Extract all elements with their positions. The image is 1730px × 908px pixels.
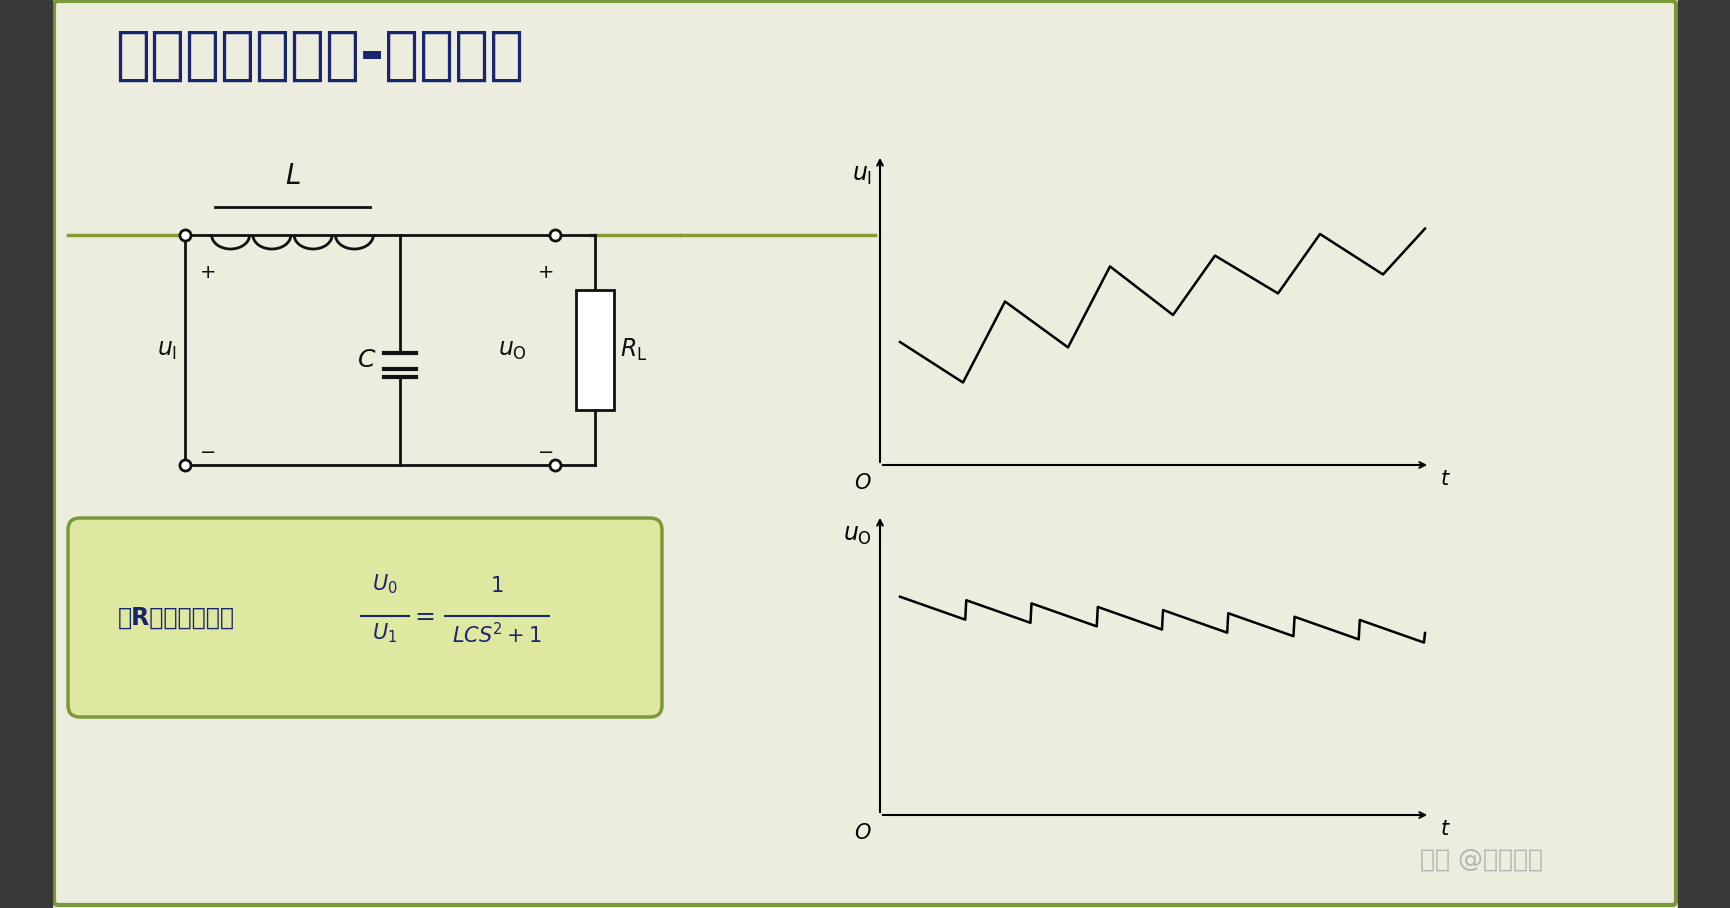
Text: $-$: $-$: [536, 441, 554, 460]
Text: $C$: $C$: [356, 348, 375, 372]
Text: $u_\mathrm{I}$: $u_\mathrm{I}$: [851, 163, 872, 187]
Text: $U_1$: $U_1$: [372, 621, 398, 645]
Text: $u_\mathrm{O}$: $u_\mathrm{O}$: [843, 523, 872, 547]
Text: $O$: $O$: [855, 823, 872, 843]
Text: $+$: $+$: [199, 263, 215, 282]
Bar: [1678, 0, 1730, 908]
Text: $=$: $=$: [410, 604, 436, 627]
Text: 知乎 @另类博士: 知乎 @另类博士: [1420, 848, 1543, 872]
Text: $-$: $-$: [199, 441, 215, 460]
Bar: [576, 290, 614, 410]
Text: 电源的基础知识-电源滤波: 电源的基础知识-电源滤波: [114, 27, 524, 84]
FancyBboxPatch shape: [54, 1, 1676, 905]
FancyBboxPatch shape: [67, 518, 663, 717]
Text: $1$: $1$: [490, 576, 503, 596]
Text: $t$: $t$: [1439, 819, 1451, 839]
Text: $L$: $L$: [285, 162, 301, 190]
Text: $U_0$: $U_0$: [372, 572, 398, 596]
Text: $u_\mathrm{O}$: $u_\mathrm{O}$: [498, 338, 528, 362]
Text: $t$: $t$: [1439, 469, 1451, 489]
Bar: [0, 0, 52, 908]
Text: 当R无穷大时，则: 当R无穷大时，则: [118, 606, 235, 629]
Text: $O$: $O$: [855, 473, 872, 493]
Text: $+$: $+$: [536, 263, 554, 282]
Text: $LCS^2+1$: $LCS^2+1$: [452, 621, 541, 646]
Text: $u_\mathrm{I}$: $u_\mathrm{I}$: [157, 338, 176, 362]
Text: $R_\mathrm{L}$: $R_\mathrm{L}$: [619, 337, 647, 363]
